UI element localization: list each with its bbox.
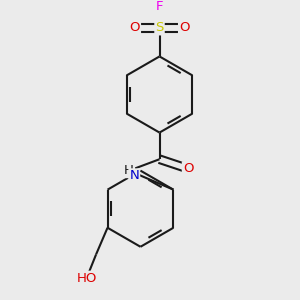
Text: N: N	[129, 169, 139, 182]
Text: HO: HO	[76, 272, 97, 285]
Text: H: H	[124, 164, 134, 177]
Text: O: O	[183, 162, 193, 175]
Text: F: F	[156, 1, 163, 13]
Text: O: O	[130, 21, 140, 34]
Text: O: O	[179, 21, 190, 34]
Text: S: S	[155, 21, 164, 34]
